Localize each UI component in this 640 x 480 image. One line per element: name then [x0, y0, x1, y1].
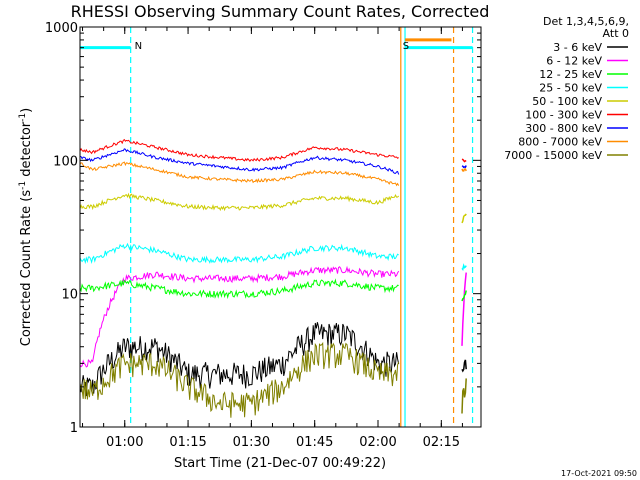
series-line-3-6-kev	[79, 322, 400, 397]
x-tick-label-0: 01:00	[106, 435, 143, 450]
series-line-6-12-kev-segment-2	[461, 272, 467, 346]
legend-label-3-6-kev: 3 - 6 keV	[553, 41, 602, 54]
y-axis-label: Corrected Count Rate (s-1 detector-1)	[18, 108, 34, 346]
legend-label-6-12-kev: 6 - 12 keV	[546, 55, 602, 68]
legend-label-50-100-kev: 50 - 100 keV	[532, 95, 602, 108]
series-line-50-100-kev	[79, 192, 400, 212]
x-tick-label-5: 02:15	[423, 435, 460, 450]
series-line-25-50-kev	[79, 242, 399, 265]
series-line-300-800-kev	[79, 148, 400, 175]
x-axis-label: Start Time (21-Dec-07 00:49:22)	[174, 456, 386, 471]
y-label-sup2: -1	[18, 113, 28, 122]
x-tick-label-4: 02:00	[359, 435, 396, 450]
series-line-12-25-kev-segment-2	[461, 290, 467, 302]
legend-header-1: Det 1,3,4,5,6,9,	[543, 15, 629, 28]
y-tick-label-2: 10	[61, 288, 78, 303]
legend-header-2: Att 0	[603, 27, 629, 40]
legend-label-25-50-kev: 25 - 50 keV	[539, 82, 602, 95]
series-line-7000-15000-kev-segment-2	[461, 378, 467, 414]
axis-layer: 01:00 01:15 01:30 01:45 02:00 02:15 1000 100 10 1	[45, 21, 481, 450]
series-line-800-7000-kev-segment-2	[461, 168, 467, 172]
series-line-300-800-kev-segment-2	[461, 165, 467, 169]
series-line-100-300-kev	[79, 138, 399, 163]
annotation-n: N	[135, 41, 142, 52]
series-line-6-12-kev	[79, 265, 400, 368]
y-label-end: )	[19, 108, 34, 113]
chart-title: RHESSI Observing Summary Count Rates, Co…	[71, 2, 490, 21]
series-line-50-100-kev-segment-2	[461, 213, 467, 224]
y-label-mid: detector	[19, 121, 34, 181]
legend-label-100-300-kev: 100 - 300 keV	[525, 109, 602, 122]
series-line-25-50-kev-segment-2	[461, 263, 467, 271]
footer-timestamp: 17-Oct-2021 09:50	[561, 469, 637, 478]
plot-frame	[79, 26, 482, 428]
annotation-s: S	[403, 41, 409, 52]
y-tick-label-3: 1	[70, 421, 78, 436]
legend-label-7000-15000-kev: 7000 - 15000 keV	[504, 149, 602, 162]
series-line-12-25-kev	[79, 278, 399, 300]
legend-label-12-25-kev: 12 - 25 keV	[539, 68, 602, 81]
series-line-3-6-kev-segment-2	[461, 359, 467, 373]
y-label-sup1: -1	[18, 181, 28, 190]
x-tick-label-2: 01:30	[233, 435, 270, 450]
x-tick-label-1: 01:15	[169, 435, 206, 450]
legend-label-800-7000-kev: 800 - 7000 keV	[518, 136, 602, 149]
y-tick-label-0: 1000	[45, 21, 78, 36]
series-line-800-7000-kev	[79, 161, 400, 187]
series-line-7000-15000-kev	[79, 341, 400, 418]
legend-label-300-800-kev: 300 - 800 keV	[525, 122, 602, 135]
y-tick-label-1: 100	[53, 154, 78, 169]
x-tick-label-3: 01:45	[296, 435, 333, 450]
series-line-100-300-kev-segment-2	[461, 158, 467, 163]
y-label-main: Corrected Count Rate (s	[19, 190, 34, 347]
